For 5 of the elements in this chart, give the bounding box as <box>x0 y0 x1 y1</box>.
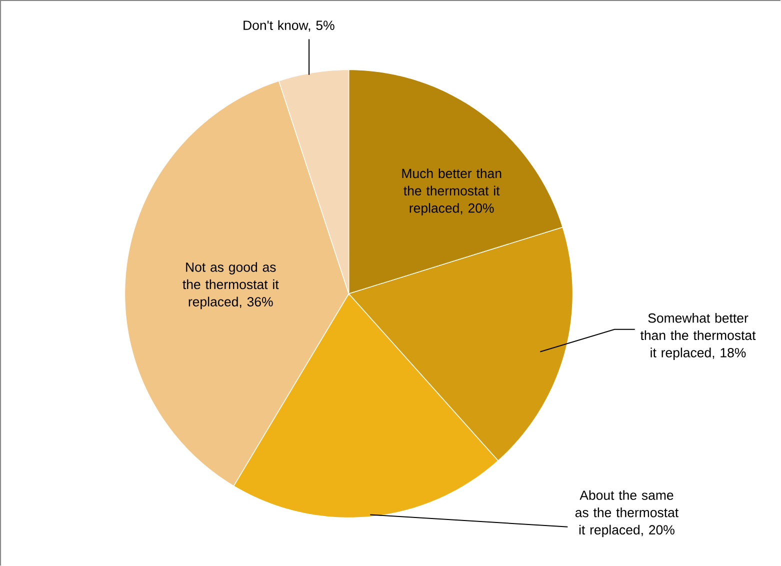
slice-label: Somewhat better than the thermostat it replaced, 18% <box>640 312 756 360</box>
slice-label: Don't know, 5% <box>244 20 334 32</box>
slice-label: About the same as the thermostat it replaced, 20% <box>575 490 678 538</box>
slice-label: Much better than the thermostat it replaced, 20% <box>402 168 502 216</box>
slice-label: Not as good as the thermostat it replaced, 36% <box>182 262 279 310</box>
